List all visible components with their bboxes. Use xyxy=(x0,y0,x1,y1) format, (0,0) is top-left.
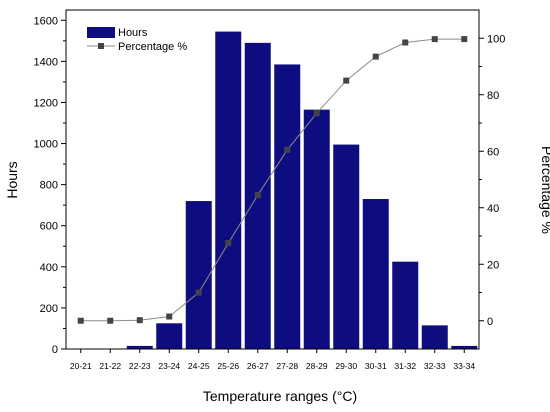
bar-31-32 xyxy=(392,261,419,349)
y2-tick-label: 80 xyxy=(487,90,499,102)
marker-25-26 xyxy=(225,240,232,247)
marker-24-25 xyxy=(195,289,202,296)
bar-33-34 xyxy=(451,345,478,349)
marker-33-34 xyxy=(461,36,468,43)
x-tick-label: 21-22 xyxy=(99,361,121,371)
marker-31-32 xyxy=(402,39,409,46)
series-line-percentage xyxy=(80,38,465,322)
bar-29-30 xyxy=(333,144,360,349)
marker-29-30 xyxy=(343,77,350,84)
bar-25-26 xyxy=(215,31,242,350)
y-tick-label: 400 xyxy=(40,262,58,274)
y2-tick-label: 60 xyxy=(487,146,499,158)
legend-marker-percentage xyxy=(98,43,104,49)
legend-label-percentage: Percentage % xyxy=(118,41,187,53)
marker-23-24 xyxy=(166,313,173,320)
legend-swatch-hours xyxy=(87,27,115,38)
bar-32-33 xyxy=(421,325,448,349)
x-axis-ticks: 20-21 21-22 22-23 23-24 24-25 25-26 26-27 27-28… xyxy=(70,349,475,371)
x-tick-label: 33-34 xyxy=(453,361,475,371)
marker-30-31 xyxy=(372,53,379,60)
x-tick-label: 32-33 xyxy=(424,361,446,371)
marker-28-29 xyxy=(313,110,320,117)
y2-tick-label: 100 xyxy=(487,33,505,45)
y-axis-ticks: 0 200 400 600 800 1000 1200 1400 1600 xyxy=(34,15,66,356)
y2-tick-label: 40 xyxy=(487,203,499,215)
marker-21-22 xyxy=(107,317,114,324)
bar-30-31 xyxy=(362,199,389,349)
x-tick-label: 25-26 xyxy=(217,361,239,371)
y-tick-label: 1600 xyxy=(34,15,58,27)
x-tick-label: 24-25 xyxy=(188,361,210,371)
marker-series-percentage xyxy=(77,36,468,324)
y-tick-label: 1000 xyxy=(34,139,58,151)
y2-tick-label: 0 xyxy=(487,316,493,328)
y-axis-title: Hours xyxy=(4,161,20,198)
y-tick-label: 200 xyxy=(40,303,58,315)
x-tick-label: 30-31 xyxy=(365,361,387,371)
bar-22-23 xyxy=(126,345,153,349)
x-tick-label: 29-30 xyxy=(335,361,357,371)
y2-tick-label: 20 xyxy=(487,259,499,271)
marker-27-28 xyxy=(284,146,291,153)
x-tick-label: 27-28 xyxy=(276,361,298,371)
bar-27-28 xyxy=(274,64,301,349)
bar-23-24 xyxy=(156,323,183,349)
marker-22-23 xyxy=(136,317,143,324)
marker-32-33 xyxy=(431,36,438,43)
y2-axis-ticks: 0 20 40 60 80 100 xyxy=(479,33,505,328)
x-tick-label: 26-27 xyxy=(247,361,269,371)
y2-axis-title: Percentage % xyxy=(539,146,550,234)
x-tick-label: 31-32 xyxy=(394,361,416,371)
x-axis-title: Temperature ranges (°C) xyxy=(203,388,357,404)
x-tick-label: 23-24 xyxy=(158,361,180,371)
bar-series-hours xyxy=(126,31,478,350)
bar-28-29 xyxy=(303,109,330,350)
x-tick-label: 20-21 xyxy=(70,361,92,371)
y-tick-label: 1400 xyxy=(34,56,58,68)
y-tick-label: 0 xyxy=(52,344,58,356)
y-tick-label: 600 xyxy=(40,221,58,233)
legend-label-hours: Hours xyxy=(118,27,148,39)
y-tick-label: 1200 xyxy=(34,97,58,109)
legend: Hours Percentage % xyxy=(87,27,187,53)
x-tick-label: 28-29 xyxy=(306,361,328,371)
x-tick-label: 22-23 xyxy=(129,361,151,371)
marker-20-21 xyxy=(77,317,84,324)
y-tick-label: 800 xyxy=(40,180,58,192)
marker-26-27 xyxy=(254,192,261,199)
bar-24-25 xyxy=(185,201,212,349)
